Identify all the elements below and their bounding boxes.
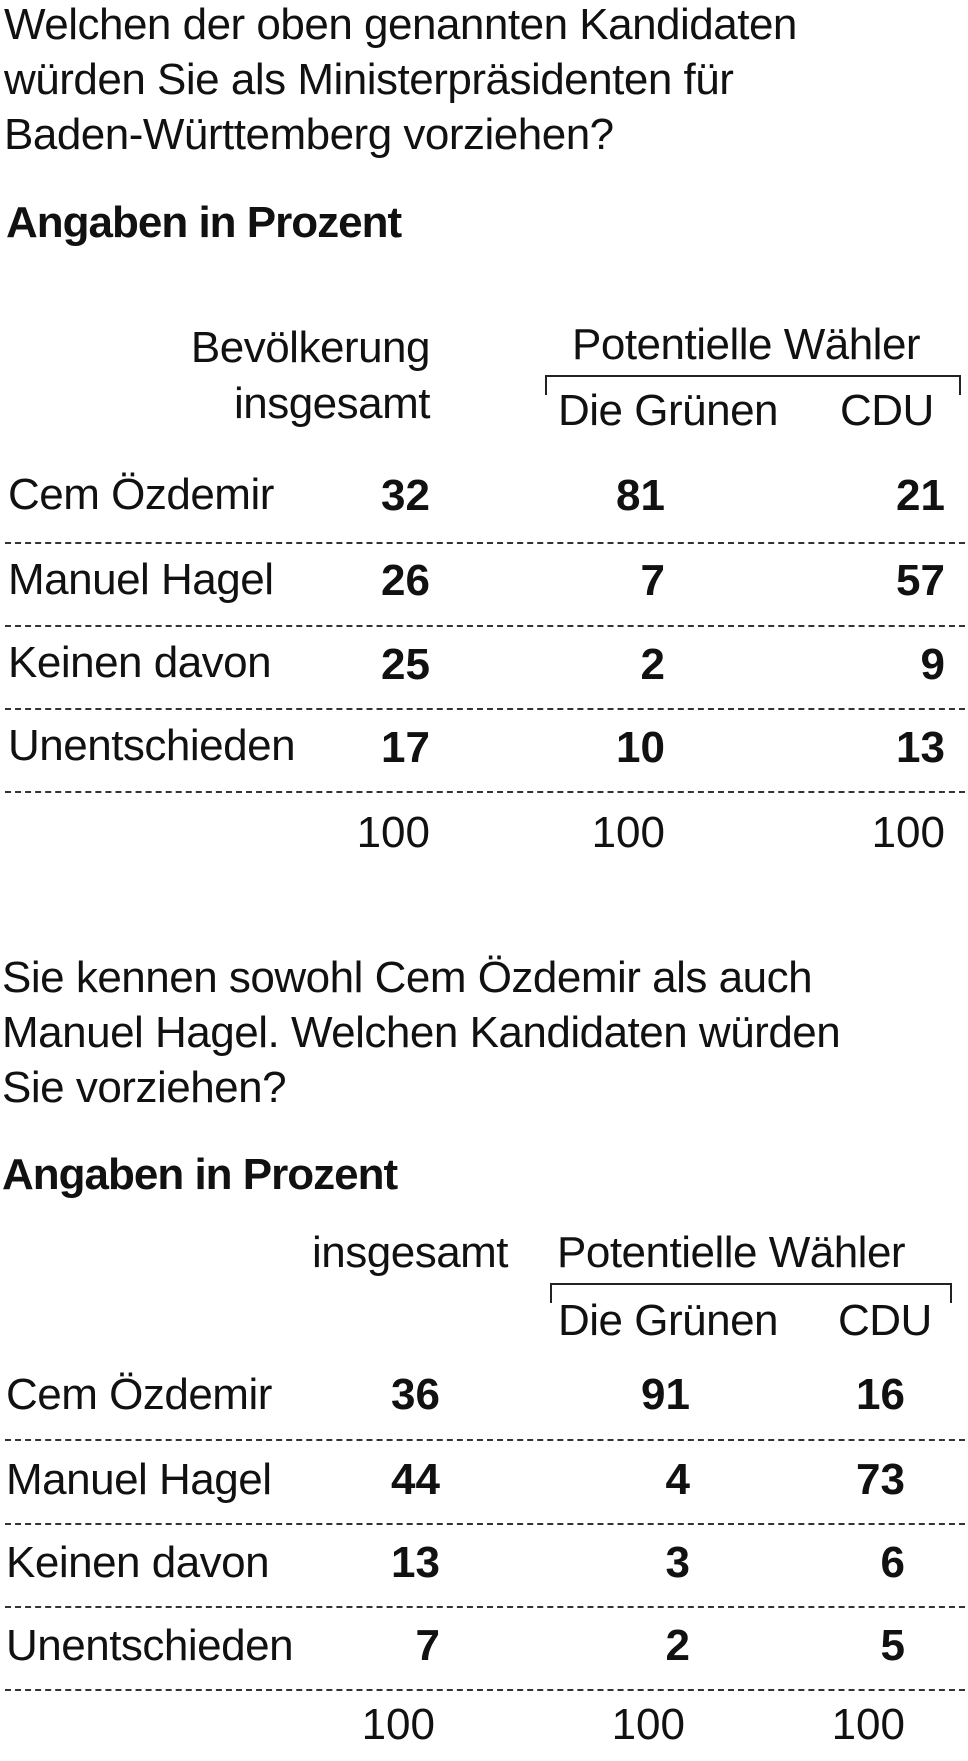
row-label: Cem Özdemir [8, 470, 274, 519]
question-2-line: Manuel Hagel. Welchen Kandidaten würden [2, 1008, 841, 1057]
row-divider [5, 1439, 965, 1441]
cell-total: 32 [381, 471, 430, 520]
row-divider [5, 1606, 965, 1608]
question-1-line: Baden-Württemberg vorziehen? [4, 110, 614, 159]
col-header-gruene-1: Die Grünen [558, 386, 779, 435]
question-1-line: würden Sie als Ministerpräsidenten für [4, 55, 734, 104]
cell-total: 17 [381, 723, 430, 772]
subtitle-2: Angaben in Prozent [2, 1150, 398, 1199]
row-divider [5, 708, 965, 710]
cell-cdu: 16 [856, 1370, 905, 1419]
row-divider [5, 1689, 965, 1691]
cell-total: 36 [391, 1370, 440, 1419]
col-header-cdu-1: CDU [840, 386, 934, 435]
cell-total: 26 [381, 556, 430, 605]
cell-total: 13 [391, 1538, 440, 1587]
cell-total: 25 [381, 640, 430, 689]
sum-gruene: 100 [611, 1700, 685, 1749]
cell-cdu: 21 [896, 471, 945, 520]
row-divider [5, 791, 965, 793]
cell-total: 44 [391, 1455, 440, 1504]
cell-gruene: 7 [640, 556, 665, 605]
group-header-2: Potentielle Wähler [557, 1228, 906, 1277]
col-header-total-line: Bevölkerung [190, 323, 431, 372]
group-bracket-1 [545, 375, 961, 395]
group-header-1: Potentielle Wähler [572, 320, 921, 369]
row-label: Keinen davon [8, 638, 272, 687]
cell-cdu: 13 [896, 723, 945, 772]
sum-cdu: 100 [831, 1700, 905, 1749]
col-header-total-2: insgesamt [312, 1228, 509, 1277]
sum-cdu: 100 [871, 808, 945, 857]
row-label: Unentschieden [8, 721, 296, 770]
cell-gruene: 2 [640, 640, 665, 689]
row-label: Cem Özdemir [6, 1370, 272, 1419]
col-header-total-line: insgesamt [233, 379, 431, 428]
cell-gruene: 81 [616, 471, 665, 520]
col-header-cdu-2: CDU [838, 1296, 932, 1345]
row-divider [5, 1523, 965, 1525]
sum-total: 100 [361, 1700, 435, 1749]
cell-cdu: 73 [856, 1455, 905, 1504]
cell-cdu: 6 [880, 1538, 905, 1587]
row-divider [5, 542, 965, 544]
cell-gruene: 91 [641, 1370, 690, 1419]
cell-cdu: 57 [896, 556, 945, 605]
row-label: Unentschieden [6, 1621, 294, 1670]
cell-gruene: 2 [665, 1621, 690, 1670]
cell-cdu: 9 [920, 640, 945, 689]
sum-total: 100 [356, 808, 430, 857]
cell-gruene: 3 [665, 1538, 690, 1587]
row-label: Manuel Hagel [8, 555, 274, 604]
question-2: Sie kennen sowohl Cem Özdemir als auch M… [2, 950, 841, 1115]
sum-gruene: 100 [591, 808, 665, 857]
row-divider [5, 625, 965, 627]
group-bracket-2 [550, 1283, 952, 1303]
col-header-gruene-2: Die Grünen [558, 1296, 779, 1345]
cell-cdu: 5 [880, 1621, 905, 1670]
row-label: Keinen davon [6, 1538, 270, 1587]
cell-total: 7 [415, 1621, 440, 1670]
row-label: Manuel Hagel [6, 1455, 272, 1504]
cell-gruene: 4 [665, 1455, 690, 1504]
question-1: Welchen der oben genannten Kandidaten wü… [4, 0, 797, 162]
col-header-total-1: Bevölkerung insgesamt [160, 320, 431, 432]
question-2-line: Sie vorziehen? [2, 1063, 287, 1112]
cell-gruene: 10 [616, 723, 665, 772]
subtitle-1: Angaben in Prozent [6, 198, 402, 247]
question-1-line: Welchen der oben genannten Kandidaten [4, 0, 797, 49]
question-2-line: Sie kennen sowohl Cem Özdemir als auch [2, 953, 813, 1002]
